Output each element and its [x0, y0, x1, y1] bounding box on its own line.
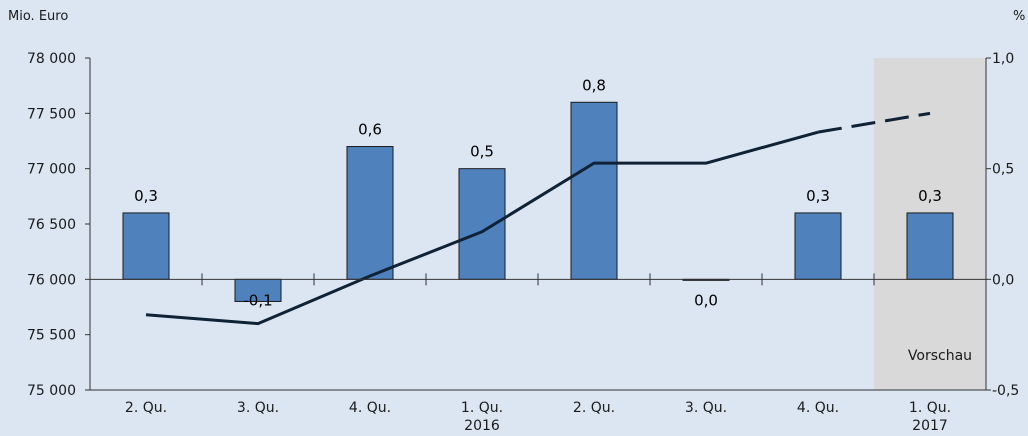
data-label: -0,1: [243, 291, 272, 309]
data-label: 0,0: [694, 291, 718, 309]
labels: 0,3 -0,1 0,6 0,5 0,8 0,0 0,3 0,3: [134, 76, 942, 309]
category-label: 3. Qu.: [685, 400, 727, 416]
data-label: 0,6: [358, 121, 382, 139]
left-tick-label: 75 000: [27, 383, 76, 399]
category-year-label: 2016: [464, 418, 500, 434]
right-tick-label: 0,0: [992, 272, 1014, 288]
category-label: 2. Qu.: [125, 400, 167, 416]
left-tick-label: 76 500: [27, 217, 76, 233]
left-tick-label: 77 000: [27, 162, 76, 178]
data-label: 0,3: [134, 187, 158, 205]
category-label: 4. Qu.: [349, 400, 391, 416]
left-tick-label: 78 000: [27, 51, 76, 67]
category-year-label: 2017: [912, 418, 948, 434]
bar: [346, 146, 394, 280]
left-tick-label: 77 500: [27, 106, 76, 122]
left-tick-label: 76 000: [27, 272, 76, 288]
data-label: 0,8: [582, 76, 606, 94]
bar: [122, 212, 170, 280]
forecast-label: Vorschau: [908, 348, 972, 364]
left-tick-label: 75 500: [27, 328, 76, 344]
line-series: [145, 111, 931, 326]
right-tick-label: 1,0: [992, 51, 1014, 67]
axes: 75 000 75 500 76 000 76 500 77 000 77 500 78 0…: [27, 51, 1019, 434]
data-label: 0,5: [470, 143, 494, 161]
category-label: 4. Qu.: [797, 400, 839, 416]
bar: [458, 168, 506, 280]
data-label: 0,3: [806, 187, 830, 205]
category-label: 1. Qu.: [461, 400, 503, 416]
bar-series: [122, 101, 954, 302]
bar: [570, 101, 618, 280]
left-axis-unit: Mio. Euro: [8, 9, 68, 24]
line-dashed: [817, 111, 931, 134]
right-tick-label: -0,5: [992, 383, 1019, 399]
category-label: 1. Qu.: [909, 400, 951, 416]
line-solid: [145, 130, 819, 326]
category-label: 2. Qu.: [573, 400, 615, 416]
category-label: 3. Qu.: [237, 400, 279, 416]
data-label: 0,3: [918, 187, 942, 205]
right-axis-unit: %: [1013, 9, 1025, 24]
bar: [794, 212, 842, 280]
bar: [906, 212, 954, 280]
right-tick-label: 0,5: [992, 162, 1014, 178]
